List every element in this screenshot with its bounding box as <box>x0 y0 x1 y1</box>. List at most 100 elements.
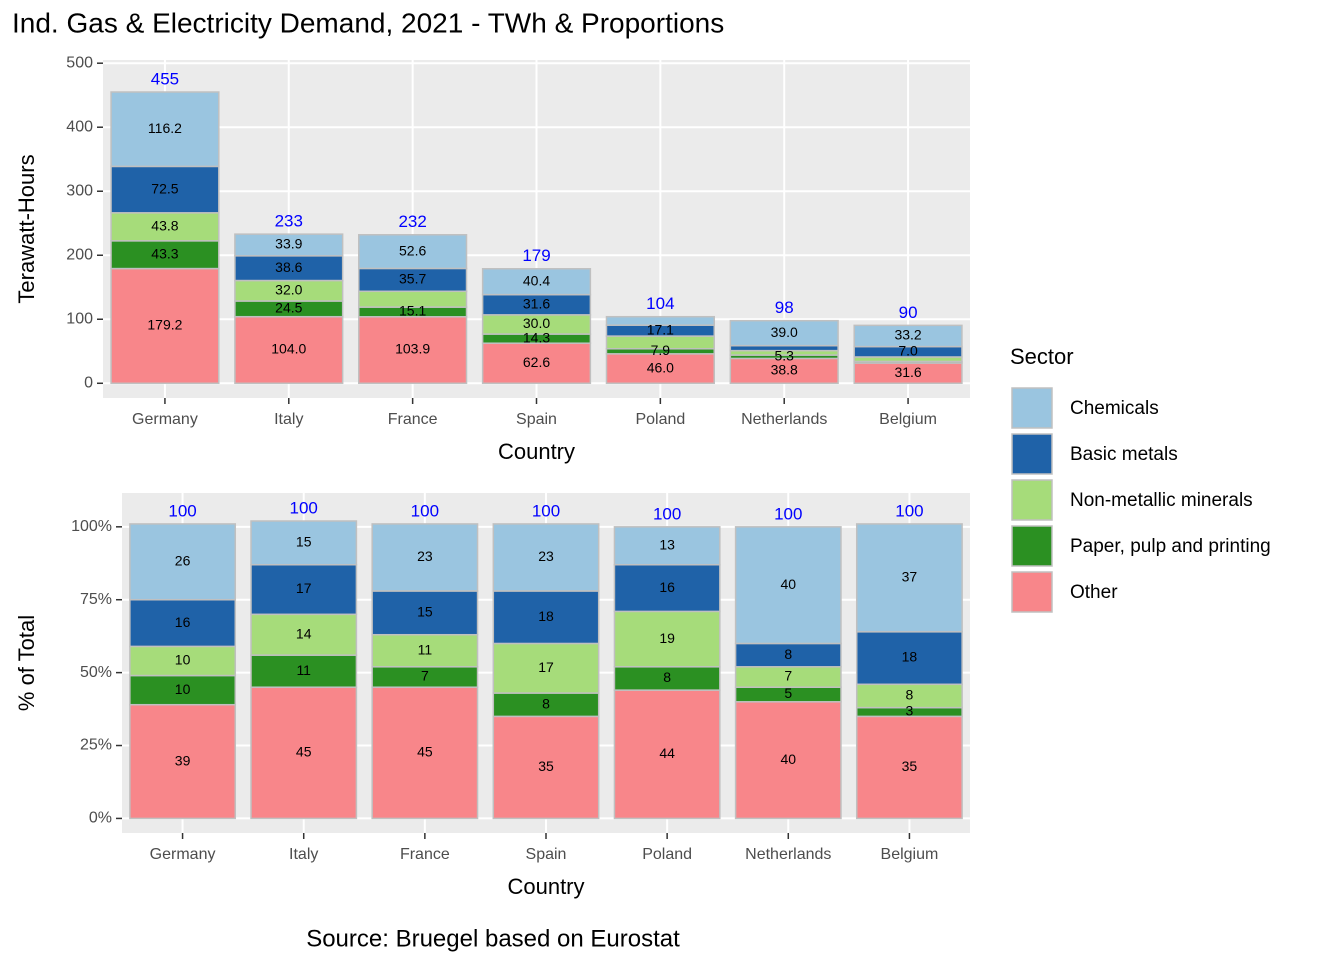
total-label: 100 <box>895 501 923 520</box>
bar-segment <box>371 686 479 820</box>
bar-segment <box>605 353 715 385</box>
bar-segment <box>110 240 220 270</box>
value-label: 39.0 <box>771 324 798 340</box>
value-label: 5.3 <box>774 347 794 363</box>
bar-segment <box>110 267 220 385</box>
value-label: 17 <box>538 659 554 675</box>
total-label: 100 <box>168 501 196 520</box>
value-label: 3 <box>906 703 914 719</box>
value-label: 35 <box>902 758 918 774</box>
value-label: 45 <box>417 744 433 760</box>
x-tick-label: France <box>400 846 450 863</box>
legend-label: Chemicals <box>1070 398 1159 419</box>
bar-segment <box>371 633 479 668</box>
value-label: 18 <box>538 608 554 624</box>
value-label: 16 <box>659 579 675 595</box>
bar-segment <box>481 268 592 296</box>
x-tick-label: Germany <box>150 846 216 863</box>
value-label: 104.0 <box>271 341 306 357</box>
y-tick-label: 500 <box>66 54 93 71</box>
bar-segment <box>358 234 468 270</box>
x-tick-label: Germany <box>132 411 198 428</box>
total-label: 233 <box>275 212 303 231</box>
bar-segment <box>110 165 220 214</box>
value-label: 31.6 <box>894 364 921 380</box>
x-tick-label: Netherlands <box>745 846 831 863</box>
value-label: 10 <box>175 681 191 697</box>
total-label: 100 <box>653 504 681 523</box>
value-label: 45 <box>296 744 312 760</box>
value-label: 43.3 <box>151 245 178 261</box>
value-label: 5 <box>784 685 792 701</box>
value-label: 8 <box>906 687 914 703</box>
bar-segment <box>250 563 358 616</box>
bar-segment <box>853 324 963 348</box>
bar-segment <box>129 674 237 706</box>
x-axis-title: Country <box>507 874 584 899</box>
y-tick-label: 0% <box>89 810 112 827</box>
value-label: 39 <box>175 752 191 768</box>
bar-segment <box>129 523 237 601</box>
bar-segment <box>250 654 358 688</box>
x-tick-label: France <box>388 411 438 428</box>
value-label: 7.9 <box>651 342 671 358</box>
x-tick-label: Italy <box>289 846 318 863</box>
value-label: 11 <box>418 641 433 657</box>
value-label: 33.2 <box>894 327 921 343</box>
value-label: 14 <box>296 625 312 641</box>
bar-segment <box>492 523 600 592</box>
bar-segment <box>234 233 344 257</box>
bar-segment <box>492 715 600 820</box>
legend-label: Other <box>1070 582 1118 603</box>
total-label: 100 <box>532 501 560 520</box>
bar-segment <box>855 715 963 820</box>
value-label: 23 <box>417 548 433 564</box>
value-label: 31.6 <box>523 295 550 311</box>
x-tick-label: Poland <box>635 411 685 428</box>
value-label: 38.6 <box>275 259 302 275</box>
value-label: 32.0 <box>275 281 302 297</box>
total-label: 104 <box>646 294 674 313</box>
value-label: 7 <box>421 668 429 684</box>
value-label: 19 <box>659 630 675 646</box>
legend-key <box>1011 387 1053 429</box>
x-tick-label: Spain <box>516 411 557 428</box>
value-label: 44 <box>659 745 675 761</box>
value-label: 8 <box>542 695 550 711</box>
bar-segment <box>250 686 358 820</box>
bar-segment <box>734 526 842 645</box>
value-label: 40 <box>780 751 796 767</box>
x-tick-label: Spain <box>526 846 567 863</box>
legend-key <box>1011 525 1053 567</box>
value-label: 15 <box>417 604 433 620</box>
y-tick-label: 50% <box>80 664 112 681</box>
bar-segment <box>855 523 963 633</box>
y-tick-label: 400 <box>66 118 93 135</box>
value-label: 17.1 <box>647 321 674 337</box>
y-axis-title: Terawatt-Hours <box>14 154 39 303</box>
legend-label: Non-metallic minerals <box>1070 490 1253 511</box>
caption: Source: Bruegel based on Eurostat <box>306 925 680 952</box>
y-tick-label: 100 <box>66 310 93 327</box>
y-tick-label: 75% <box>80 591 112 608</box>
value-label: 40.4 <box>523 272 550 288</box>
total-label: 100 <box>411 501 439 520</box>
bar-segment <box>605 315 715 326</box>
bar-segment <box>729 319 839 347</box>
value-label: 14.3 <box>523 329 550 345</box>
value-label: 46.0 <box>647 359 674 375</box>
value-label: 26 <box>175 553 191 569</box>
value-label: 8 <box>663 669 671 685</box>
y-axis-title: % of Total <box>14 615 39 711</box>
value-label: 33.9 <box>275 236 302 252</box>
x-tick-label: Netherlands <box>741 411 827 428</box>
bar-segment <box>734 701 842 820</box>
value-label: 15.1 <box>399 303 426 319</box>
value-label: 11 <box>296 662 311 678</box>
value-label: 15 <box>296 534 312 550</box>
bar-segment <box>371 523 479 592</box>
bar-segment <box>234 255 344 282</box>
value-label: 7.0 <box>898 342 918 358</box>
value-label: 13 <box>659 536 675 552</box>
